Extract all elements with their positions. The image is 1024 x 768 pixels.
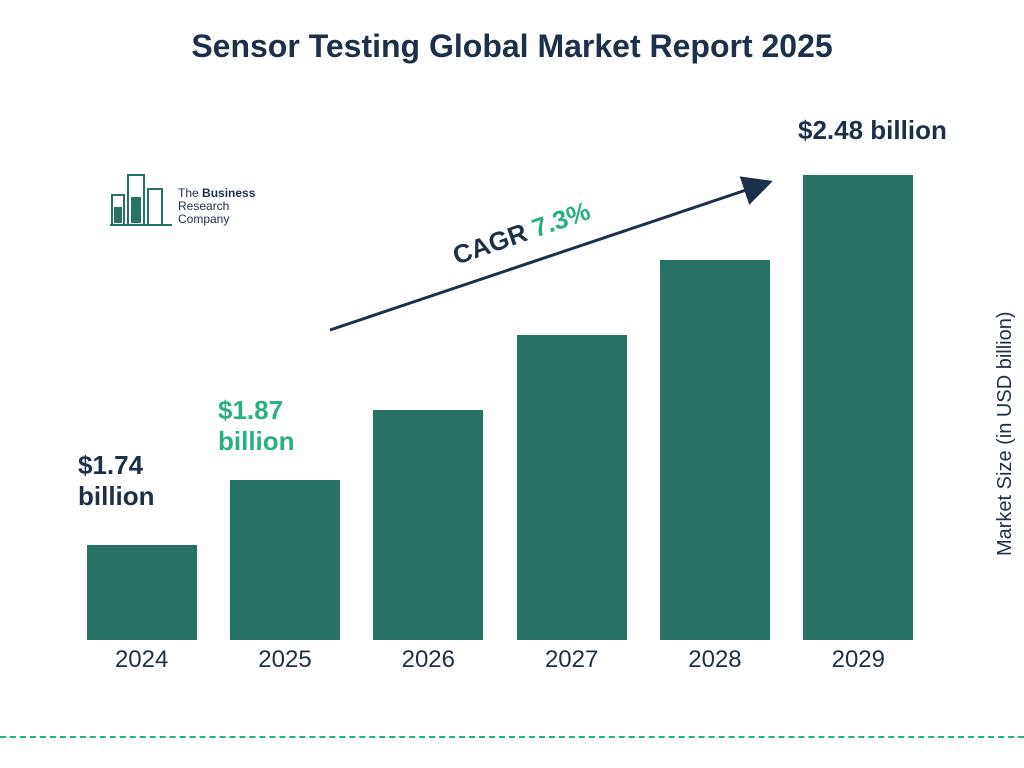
y-axis-label: Market Size (in USD billion) [995,312,1018,557]
callout-second-line2: billion [218,426,295,456]
callout-first-year: $1.74 billion [78,450,155,512]
bar-group [507,335,637,640]
callout-last-year: $2.48 billion [798,115,947,146]
bottom-dashed-line [0,736,1024,738]
x-tick-label: 2027 [507,640,637,674]
callout-first-line1: $1.74 [78,450,143,480]
x-tick-label: 2024 [77,640,207,674]
x-tick-label: 2025 [220,640,350,674]
bar-group [220,480,350,640]
trend-arrow-icon [320,170,800,350]
cagr-annotation: CAGR 7.3% [320,170,800,350]
x-tick-label: 2026 [363,640,493,674]
callout-first-line2: billion [78,481,155,511]
bar [230,480,340,640]
bar [803,175,913,640]
bar [87,545,197,640]
bar-group [363,410,493,640]
bar-group [793,175,923,640]
bar [517,335,627,640]
callout-second-year: $1.87 billion [218,395,295,457]
bar-group [77,545,207,640]
x-axis-labels: 2024 2025 2026 2027 2028 2029 [70,640,930,680]
callout-second-line1: $1.87 [218,395,283,425]
bar [373,410,483,640]
x-tick-label: 2028 [650,640,780,674]
chart-title: Sensor Testing Global Market Report 2025 [0,0,1024,65]
x-tick-label: 2029 [793,640,923,674]
